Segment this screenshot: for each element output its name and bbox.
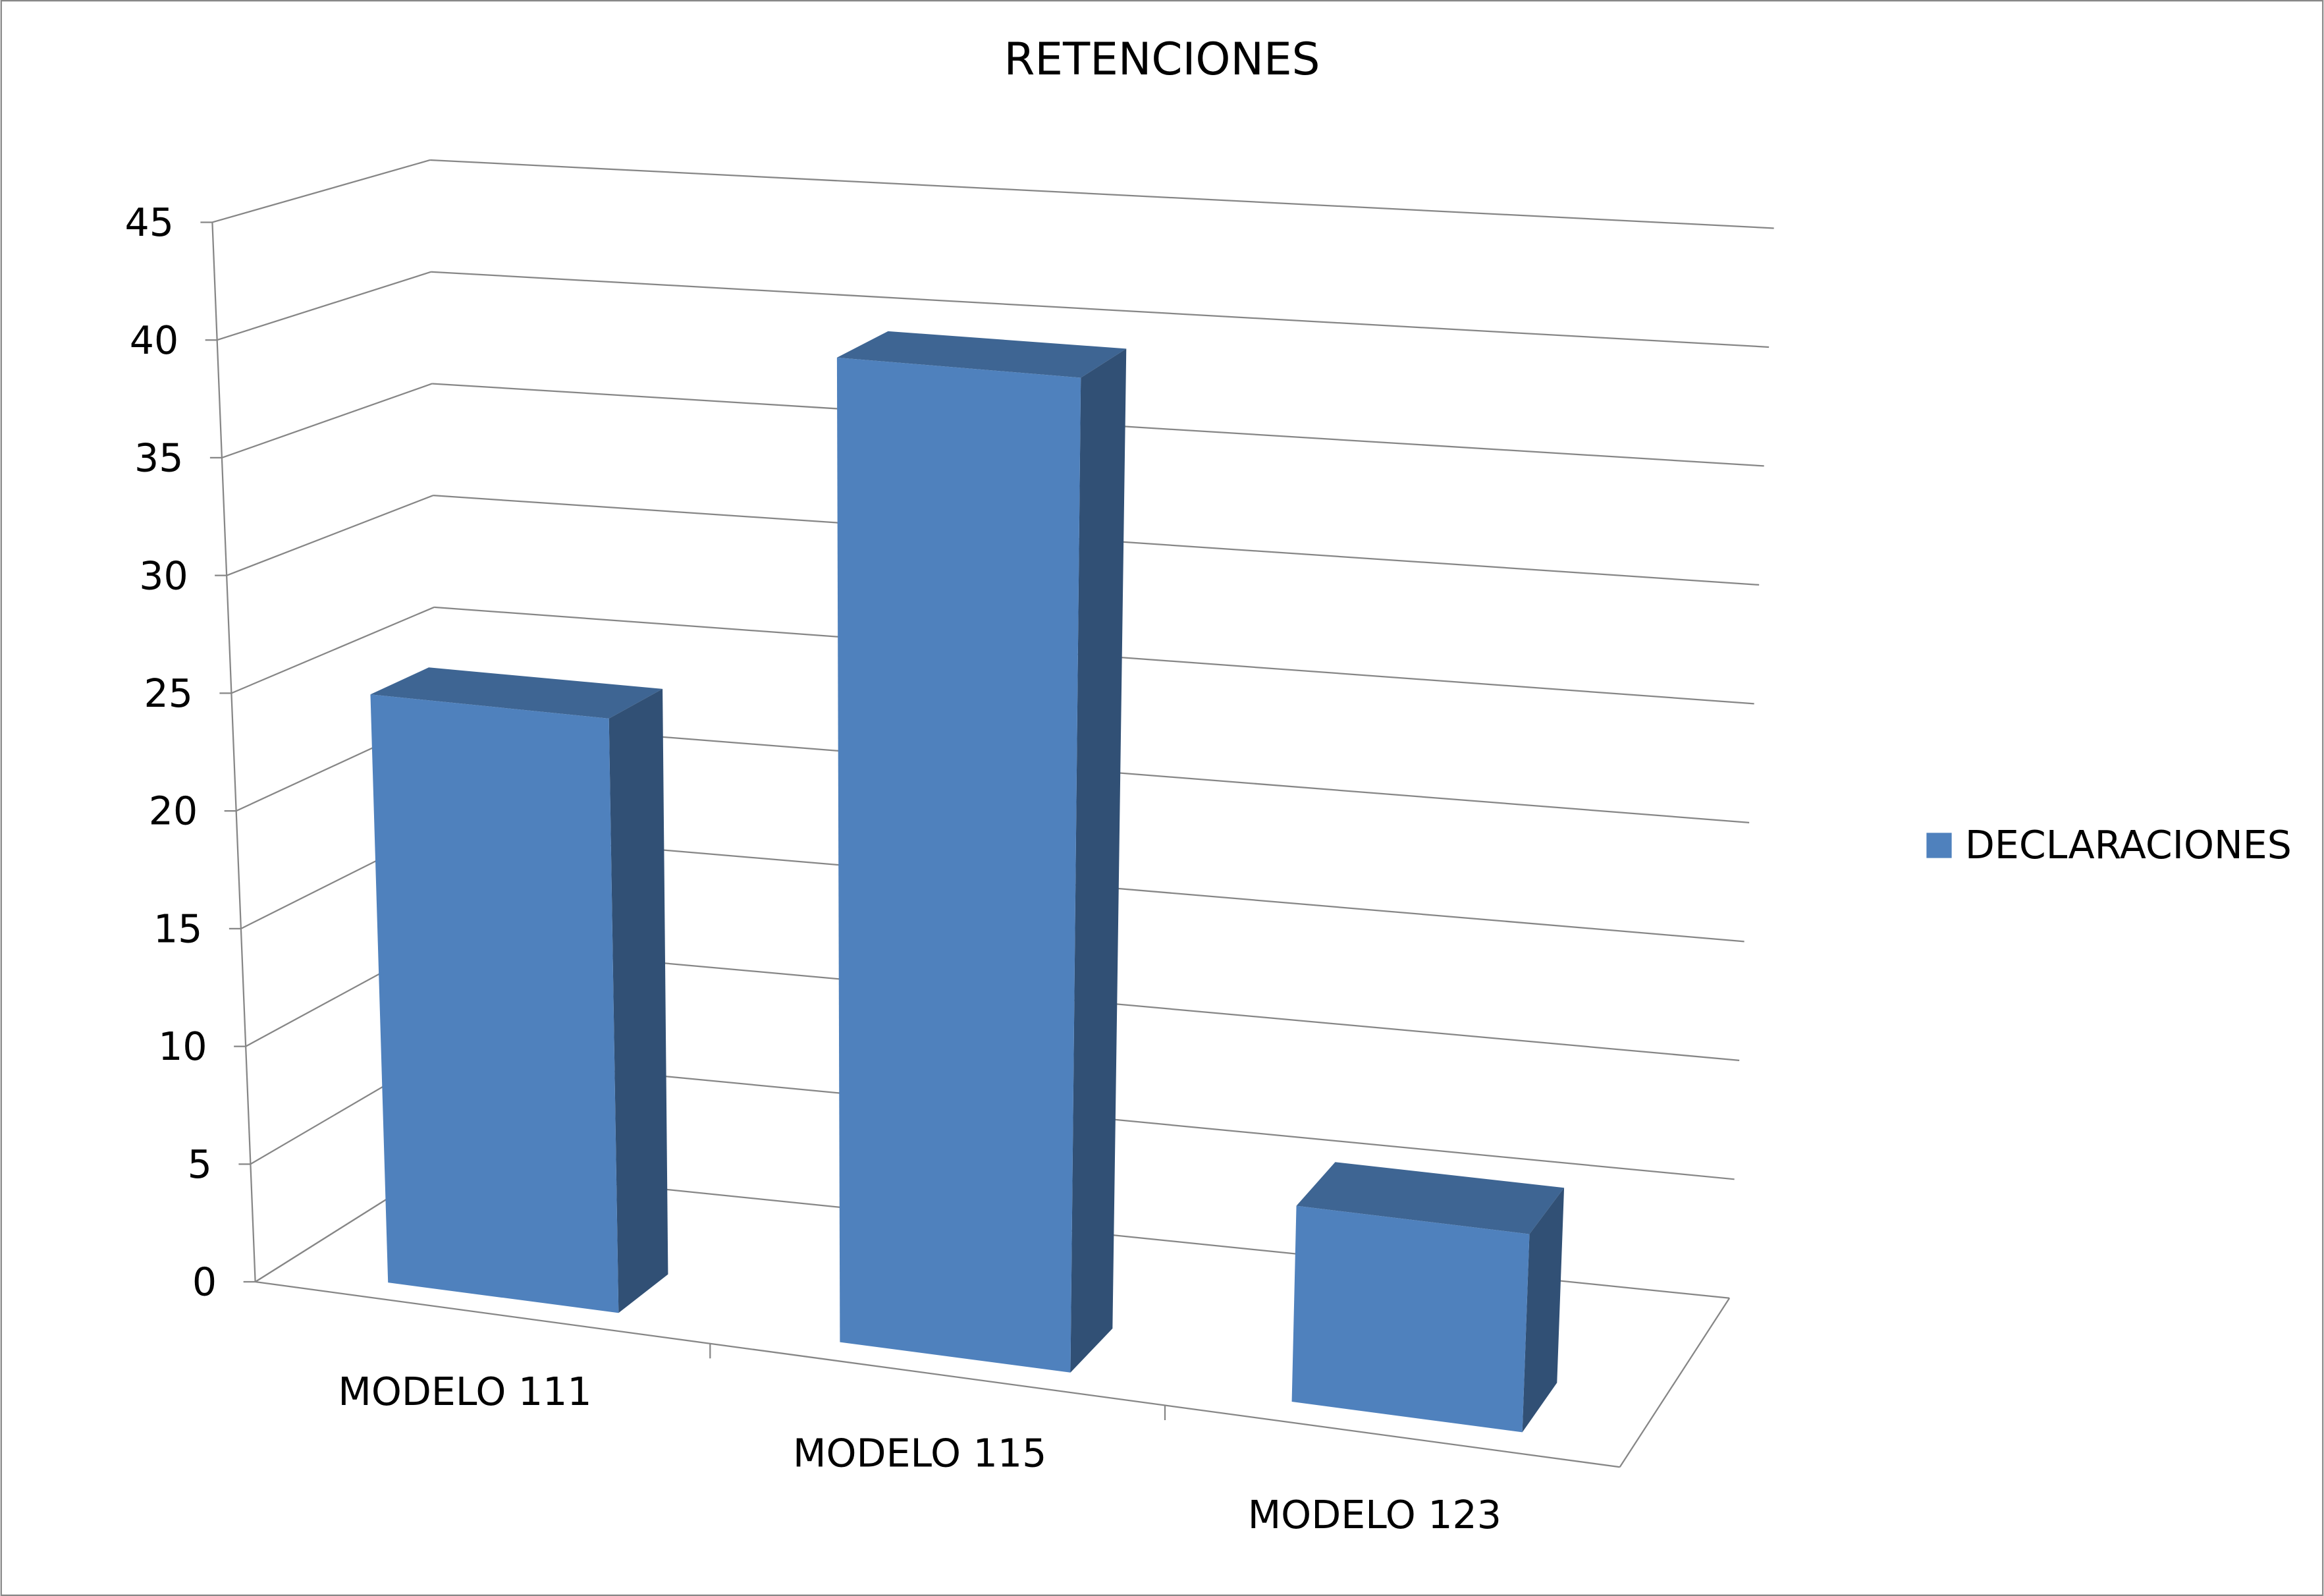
y-tick-label: 25	[144, 671, 192, 716]
grid-line	[221, 383, 433, 458]
y-tick-label: 30	[139, 553, 188, 598]
bar-top	[836, 331, 1127, 378]
y-axis	[211, 222, 256, 1282]
bar-side	[1522, 1188, 1565, 1433]
bar	[836, 357, 1081, 1373]
y-tick-label: 45	[124, 200, 173, 245]
x-tick-label: MODELO 111	[338, 1369, 591, 1414]
y-tick-label: 5	[188, 1142, 212, 1187]
bar	[370, 694, 619, 1313]
legend-label: DECLARACIONES	[1965, 823, 2292, 867]
y-tick-label: 0	[192, 1260, 217, 1305]
grid-line	[431, 271, 1770, 348]
y-tick-label: 40	[130, 318, 178, 363]
legend-swatch	[1926, 833, 1952, 858]
chart-title: RETENCIONES	[1004, 33, 1320, 85]
x-axis	[255, 1280, 1620, 1468]
grid-line	[217, 271, 431, 341]
x-tick-label: MODELO 123	[1248, 1493, 1501, 1537]
y-tick-label: 15	[153, 906, 202, 951]
bar-side	[608, 688, 668, 1313]
bar-top	[370, 667, 663, 719]
bar	[1291, 1205, 1530, 1433]
floor-edge	[1619, 1298, 1731, 1468]
bar-top	[1296, 1162, 1565, 1234]
x-tick-label: MODELO 115	[793, 1431, 1046, 1476]
bar-side	[1070, 348, 1127, 1373]
grid-line	[226, 495, 434, 576]
y-tick-label: 35	[134, 436, 183, 481]
y-tick-label: 10	[158, 1024, 207, 1069]
grid-line	[430, 159, 1774, 229]
grid-line	[212, 159, 431, 223]
grid-line	[230, 606, 435, 694]
y-tick-label: 20	[149, 789, 198, 834]
